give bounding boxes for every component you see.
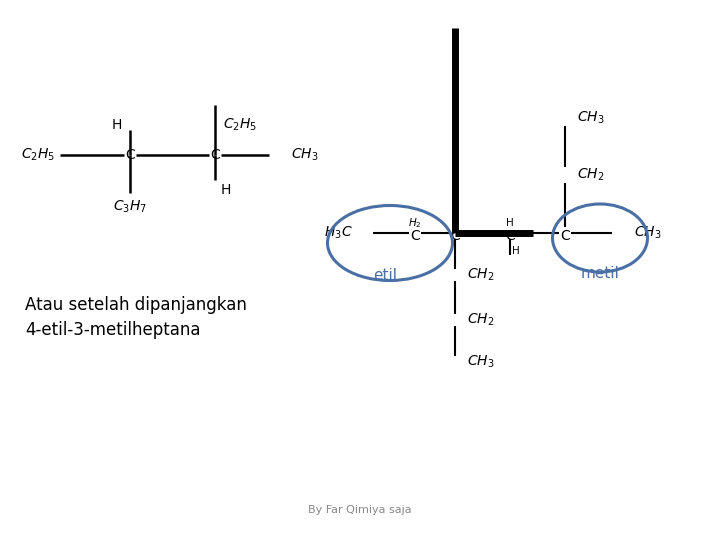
Text: etil: etil <box>373 268 397 284</box>
Text: H: H <box>112 118 122 132</box>
Text: H: H <box>221 183 231 197</box>
Text: $CH_2$: $CH_2$ <box>467 267 495 283</box>
Text: $C_2H_5$: $C_2H_5$ <box>223 117 257 133</box>
Text: H: H <box>512 246 520 256</box>
Text: C: C <box>125 148 135 162</box>
Text: metil: metil <box>580 266 619 280</box>
Text: C: C <box>210 148 220 162</box>
Text: $CH_3$: $CH_3$ <box>467 354 495 370</box>
Text: $CH_2$: $CH_2$ <box>577 167 604 183</box>
Text: By Far Qimiya saja: By Far Qimiya saja <box>308 505 412 515</box>
Text: $CH_3$: $CH_3$ <box>577 110 605 126</box>
Text: H: H <box>506 218 514 228</box>
Text: $CH_3$: $CH_3$ <box>634 225 662 241</box>
Text: C: C <box>560 229 570 243</box>
Text: 4-etil-3-metilheptana: 4-etil-3-metilheptana <box>25 321 200 339</box>
Text: C: C <box>450 229 460 243</box>
Text: $CH_3$: $CH_3$ <box>291 147 318 163</box>
Text: C: C <box>410 229 420 243</box>
Text: $CH_2$: $CH_2$ <box>467 312 495 328</box>
Text: $H_2$: $H_2$ <box>408 216 422 230</box>
Text: $H_3C$: $H_3C$ <box>324 225 353 241</box>
Text: $C_2H_5$: $C_2H_5$ <box>21 147 55 163</box>
Text: C: C <box>505 229 515 243</box>
Text: $C_3H_7$: $C_3H_7$ <box>113 199 147 215</box>
Text: Atau setelah dipanjangkan: Atau setelah dipanjangkan <box>25 296 247 314</box>
Text: H: H <box>451 218 459 228</box>
